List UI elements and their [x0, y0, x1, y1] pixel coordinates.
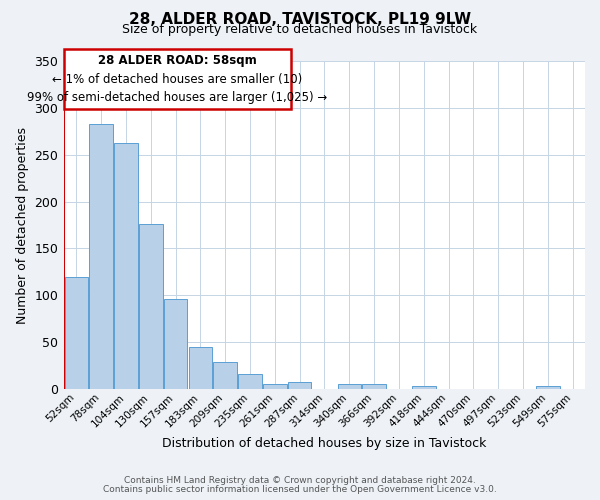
- FancyBboxPatch shape: [64, 50, 290, 108]
- Bar: [114, 144, 138, 389]
- Y-axis label: Number of detached properties: Number of detached properties: [16, 126, 29, 324]
- Text: 99% of semi-detached houses are larger (1,025) →: 99% of semi-detached houses are larger (…: [27, 92, 328, 104]
- Bar: [263, 384, 287, 389]
- Bar: [362, 384, 386, 389]
- Bar: [89, 124, 113, 389]
- Bar: [188, 347, 212, 389]
- Bar: [238, 374, 262, 389]
- Text: ← 1% of detached houses are smaller (10): ← 1% of detached houses are smaller (10): [52, 72, 302, 86]
- X-axis label: Distribution of detached houses by size in Tavistock: Distribution of detached houses by size …: [163, 437, 487, 450]
- Text: 28 ALDER ROAD: 58sqm: 28 ALDER ROAD: 58sqm: [98, 54, 257, 66]
- Bar: [338, 384, 361, 389]
- Bar: [288, 382, 311, 389]
- Bar: [214, 362, 237, 389]
- Bar: [65, 276, 88, 389]
- Bar: [164, 299, 187, 389]
- Bar: [412, 386, 436, 389]
- Text: Contains HM Land Registry data © Crown copyright and database right 2024.: Contains HM Land Registry data © Crown c…: [124, 476, 476, 485]
- Bar: [139, 224, 163, 389]
- Text: Size of property relative to detached houses in Tavistock: Size of property relative to detached ho…: [122, 22, 478, 36]
- Bar: [536, 386, 560, 389]
- Text: Contains public sector information licensed under the Open Government Licence v3: Contains public sector information licen…: [103, 485, 497, 494]
- Text: 28, ALDER ROAD, TAVISTOCK, PL19 9LW: 28, ALDER ROAD, TAVISTOCK, PL19 9LW: [129, 12, 471, 28]
